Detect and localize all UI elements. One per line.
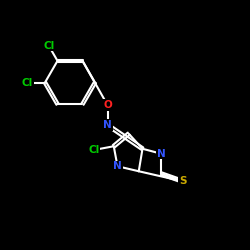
Text: Cl: Cl (43, 41, 54, 51)
Text: S: S (179, 176, 186, 186)
Text: Cl: Cl (22, 78, 33, 88)
Text: N: N (113, 161, 122, 171)
Text: N: N (157, 149, 166, 159)
Text: N: N (103, 120, 112, 130)
Text: Cl: Cl (88, 145, 100, 155)
Text: O: O (103, 100, 112, 110)
